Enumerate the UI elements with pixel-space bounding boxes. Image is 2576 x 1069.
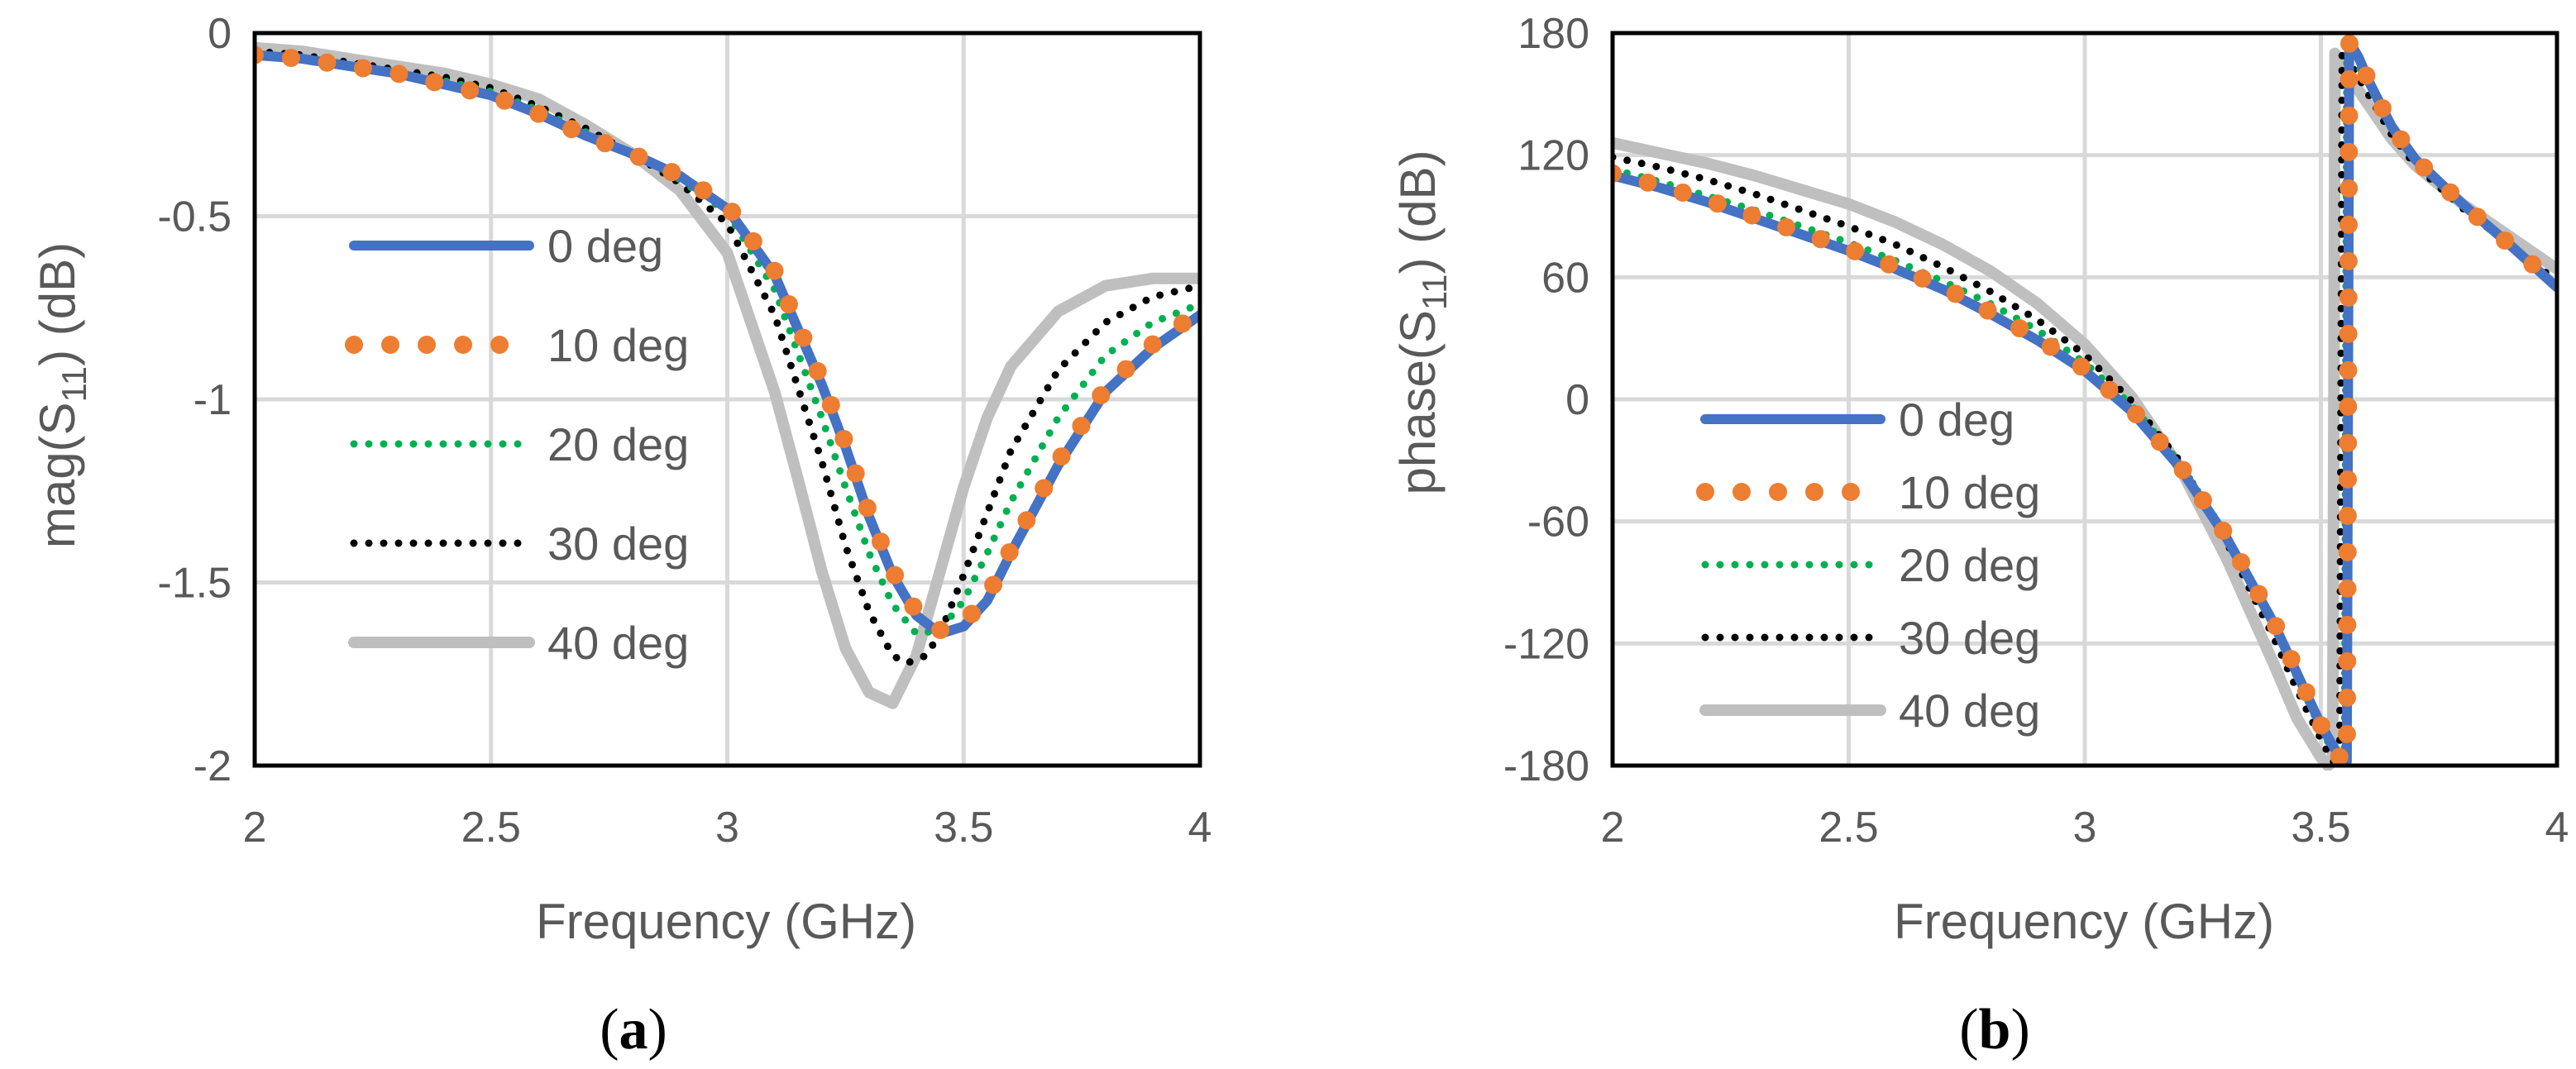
panel-b-y-tick-label: -60 [1527,499,1589,546]
panel-a-caption-close: ) [648,998,667,1062]
panel-a-legend-label-1: 10 deg [547,319,689,371]
panel-b-y-tick-label: 180 [1517,10,1589,58]
panel-b-legend: 0 deg 10 deg 20 deg 30 deg 40 deg [1696,394,2040,737]
panel-b-legend-label-3: 30 deg [1899,612,2040,664]
panel-a-y-axis-title-sub: 11 [55,366,93,403]
panel-b-y-tick-label: 0 [1565,376,1589,424]
panel-a-series [255,41,1200,709]
panel-b-x-tick-label: 4 [2545,804,2569,852]
panel-a-x-tick-label: 4 [1188,804,1212,852]
panel-b-legend-label-4: 40 deg [1899,685,2040,737]
panel-b-series [1613,34,2557,771]
panel-b-x-tick-label: 2.5 [1818,804,1878,852]
panel-a-y-axis-title-suffix: ) (dB) [30,242,85,366]
panel-b-y-ticks: 180 120 60 0 -60 -120 -180 [1503,10,1589,790]
panel-b-y-axis-title: phase(S11) (dB) [1390,150,1454,494]
chart-panel-b: 180 120 60 0 -60 -120 -180 2 2.5 3 3.5 4 0 deg 10 d… [1390,10,2569,1062]
panel-a-legend-label-3: 30 deg [547,518,689,570]
panel-b-caption-open: ( [1959,998,1978,1062]
panel-a-grid [252,31,1202,768]
panel-a-legend-label-0: 0 deg [547,220,663,272]
panel-b-x-tick-label: 2 [1601,804,1625,852]
chart-panel-a: 0 -0.5 -1 -1.5 -2 2 2.5 3 3.5 4 0 deg 10 deg 20 de… [30,10,1212,1062]
panel-b-series-line-4 [1613,47,2557,771]
panel-b-series-line-1 [1613,34,2557,771]
panel-b-caption: (b) [1959,998,2030,1062]
panel-a-legend-label-4: 40 deg [547,617,689,669]
panel-a-legend-label-2: 20 deg [547,418,689,470]
panel-b-y-axis-title-suffix: ) (dB) [1390,150,1446,274]
panel-a-y-tick-label: -1.5 [157,560,232,608]
panel-a-caption-open: ( [600,998,619,1062]
panel-a-caption: (a) [600,998,667,1062]
panel-b-plot-frame [1610,31,2559,768]
panel-a-x-ticks: 2 2.5 3 3.5 4 [243,804,1212,852]
panel-b-grid [1610,31,2559,768]
panel-a-y-tick-label: -0.5 [157,193,232,241]
panel-b-y-tick-label: 60 [1541,254,1589,302]
panel-b-x-tick-label: 3 [2073,804,2097,852]
panel-a-caption-letter: a [619,998,648,1062]
panel-a-y-axis-title-prefix: mag(S [30,402,85,548]
panel-a-y-tick-label: 0 [208,10,232,58]
panel-a-y-tick-label: -2 [194,742,232,790]
panel-b-y-tick-label: -120 [1503,620,1589,668]
panel-b-caption-letter: b [1979,998,2011,1062]
panel-b-y-axis-title-sub: 11 [1415,274,1454,310]
panel-a-x-tick-label: 3 [715,804,739,852]
panel-a-x-tick-label: 3.5 [934,804,993,852]
panel-a-y-ticks: 0 -0.5 -1 -1.5 -2 [157,10,232,790]
panel-b-caption-close: ) [2010,998,2029,1062]
panel-b-x-axis-title: Frequency (GHz) [1894,894,2274,949]
panel-a-legend: 0 deg 10 deg 20 deg 30 deg 40 deg [345,220,689,669]
panel-a-series-line-4 [255,41,1200,709]
panel-a-x-tick-label: 2.5 [461,804,521,852]
panel-b-legend-label-0: 0 deg [1899,394,2014,446]
panel-b-y-tick-label: -180 [1503,742,1589,790]
panel-a-x-tick-label: 2 [243,804,267,852]
panel-a-x-axis-title: Frequency (GHz) [536,894,916,949]
panel-b-y-tick-label: 120 [1517,132,1589,180]
panel-a-plot-frame [252,31,1202,768]
panel-b-y-axis-title-prefix: phase(S [1390,310,1446,494]
panel-b-x-ticks: 2 2.5 3 3.5 4 [1601,804,2569,852]
panel-b-legend-label-1: 10 deg [1899,466,2040,518]
panel-b-x-tick-label: 3.5 [2291,804,2350,852]
panel-b-legend-label-2: 20 deg [1899,539,2040,591]
panel-a-y-axis-title: mag(S11) (dB) [30,242,93,548]
panel-a-series-line-1 [255,45,1200,640]
panel-a-y-tick-label: -1 [194,376,232,424]
